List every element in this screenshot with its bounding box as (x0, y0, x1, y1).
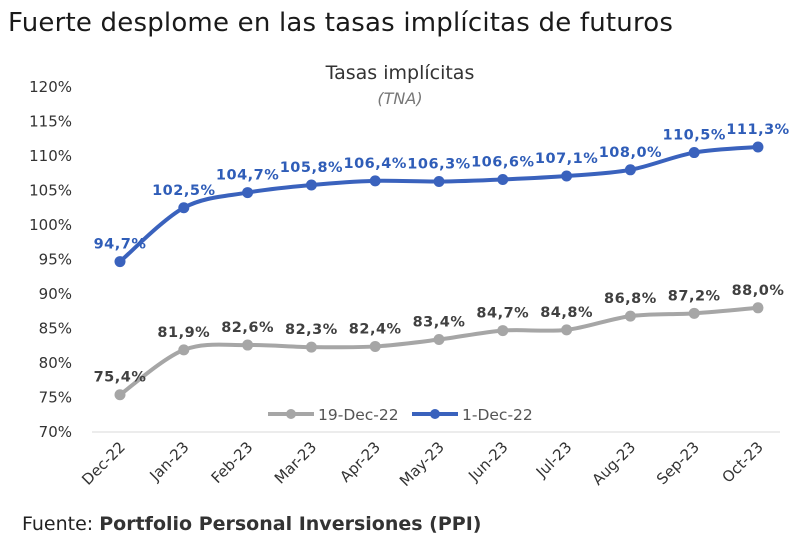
y-tick-label: 70% (39, 423, 72, 441)
data-label-1-dec-22: 107,1% (535, 151, 598, 167)
y-tick-label: 90% (39, 285, 72, 303)
data-point-1-dec-22 (242, 187, 254, 199)
data-label-1-dec-22: 106,3% (407, 157, 470, 173)
x-tick-label: Jun-23 (464, 438, 511, 485)
data-point-19-dec-22 (114, 389, 126, 401)
data-point-19-dec-22 (497, 325, 509, 337)
legend-label-19-dec-22: 19-Dec-22 (318, 406, 399, 424)
data-label-1-dec-22: 105,8% (280, 160, 343, 176)
legend-marker-1-dec-22 (430, 409, 440, 419)
data-point-19-dec-22 (752, 302, 764, 314)
data-label-1-dec-22: 106,4% (343, 156, 406, 172)
data-point-19-dec-22 (561, 324, 573, 336)
chart-subtitle: (TNA) (377, 89, 423, 108)
y-tick-label: 95% (39, 251, 72, 269)
x-tick-label: Apr-23 (336, 438, 384, 486)
data-point-1-dec-22 (178, 202, 190, 214)
data-point-19-dec-22 (305, 341, 317, 353)
y-tick-label: 85% (39, 320, 72, 338)
y-tick-label: 120% (29, 78, 72, 96)
data-point-1-dec-22 (752, 141, 764, 153)
page-headline: Fuerte desplome en las tasas implícitas … (8, 8, 674, 38)
data-label-19-dec-22: 75,4% (94, 370, 147, 386)
data-point-1-dec-22 (114, 256, 126, 268)
data-point-19-dec-22 (624, 310, 636, 322)
data-point-1-dec-22 (624, 164, 636, 176)
y-tick-label: 110% (29, 147, 72, 165)
data-label-19-dec-22: 87,2% (668, 288, 721, 304)
x-tick-label: Mar-23 (271, 438, 320, 487)
data-label-19-dec-22: 82,6% (221, 320, 274, 336)
y-tick-label: 75% (39, 389, 72, 407)
data-label-1-dec-22: 104,7% (216, 168, 279, 184)
data-label-1-dec-22: 94,7% (94, 237, 147, 253)
data-label-19-dec-22: 88,0% (732, 283, 785, 299)
source-prefix: Fuente: (22, 513, 100, 535)
data-label-1-dec-22: 106,6% (471, 154, 534, 170)
y-tick-label: 100% (29, 216, 72, 234)
x-tick-label: Feb-23 (208, 438, 257, 487)
data-label-1-dec-22: 108,0% (599, 145, 662, 161)
x-tick-label: Sep-23 (653, 438, 703, 488)
data-point-1-dec-22 (433, 176, 445, 188)
source-name: Portfolio Personal Inversiones (PPI) (99, 513, 482, 535)
data-point-19-dec-22 (242, 339, 254, 351)
chart-title: Tasas implícitas (325, 62, 475, 84)
data-point-19-dec-22 (433, 334, 445, 346)
data-point-19-dec-22 (688, 307, 700, 319)
x-tick-label: Jul-23 (532, 438, 576, 482)
data-label-19-dec-22: 83,4% (413, 315, 466, 331)
data-point-1-dec-22 (561, 170, 573, 182)
data-label-19-dec-22: 84,8% (540, 305, 593, 321)
data-label-1-dec-22: 110,5% (662, 128, 725, 144)
data-point-1-dec-22 (688, 147, 700, 159)
x-tick-label: Jan-23 (146, 438, 193, 485)
x-tick-label: May-23 (396, 438, 448, 490)
y-tick-label: 105% (29, 182, 72, 200)
data-label-19-dec-22: 81,9% (157, 325, 210, 341)
data-label-1-dec-22: 102,5% (152, 183, 215, 199)
source-footer: Fuente: Portfolio Personal Inversiones (… (22, 513, 481, 535)
x-tick-label: Aug-23 (588, 438, 639, 489)
x-tick-label: Dec-22 (78, 438, 129, 489)
y-tick-label: 115% (29, 113, 72, 131)
legend-label-1-dec-22: 1-Dec-22 (462, 406, 533, 424)
data-label-19-dec-22: 86,8% (604, 291, 657, 307)
x-tick-label: Oct-23 (718, 438, 766, 486)
legend-marker-19-dec-22 (286, 409, 296, 419)
y-tick-label: 80% (39, 354, 72, 372)
data-point-1-dec-22 (305, 179, 317, 191)
data-point-19-dec-22 (369, 340, 381, 352)
data-label-19-dec-22: 84,7% (476, 306, 529, 322)
data-point-19-dec-22 (178, 344, 190, 356)
data-label-1-dec-22: 111,3% (726, 122, 789, 138)
data-label-19-dec-22: 82,4% (349, 321, 402, 337)
data-point-1-dec-22 (497, 173, 509, 185)
data-point-1-dec-22 (369, 175, 381, 187)
data-label-19-dec-22: 82,3% (285, 322, 338, 338)
